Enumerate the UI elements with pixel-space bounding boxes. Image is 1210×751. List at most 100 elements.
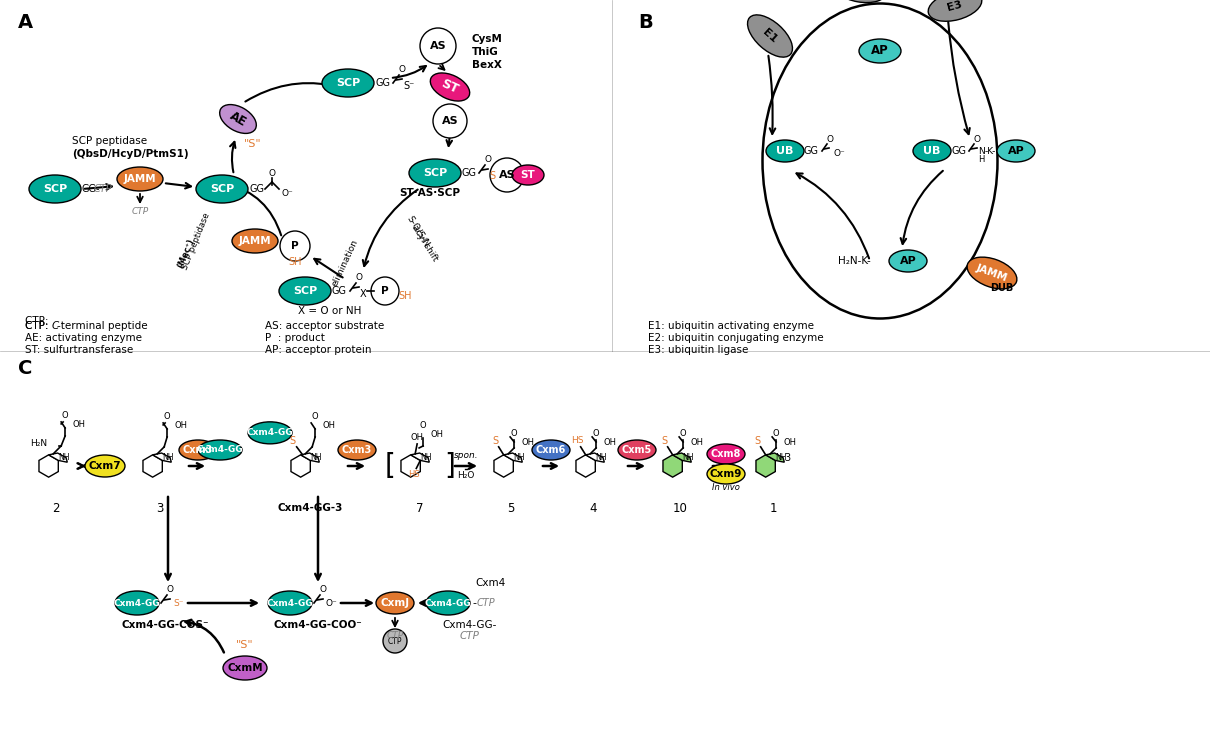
Text: GG: GG (951, 146, 966, 156)
Text: GG: GG (249, 184, 264, 194)
Text: S: S (755, 436, 761, 446)
Text: S-O/S-N: S-O/S-N (405, 214, 431, 249)
Text: ST: sulfurtransferase: ST: sulfurtransferase (25, 345, 133, 355)
Polygon shape (410, 453, 430, 462)
Text: acyl shift: acyl shift (410, 223, 439, 263)
Text: NH: NH (682, 453, 693, 462)
Text: Cxm4-GG: Cxm4-GG (425, 599, 472, 608)
Text: N: N (978, 147, 985, 156)
Text: O: O (826, 135, 834, 144)
Ellipse shape (338, 440, 376, 460)
Polygon shape (766, 453, 784, 462)
Text: Cxm4-GG-COS⁻: Cxm4-GG-COS⁻ (121, 620, 209, 630)
Text: SCP peptidase: SCP peptidase (73, 136, 148, 146)
Text: O: O (163, 412, 171, 421)
Polygon shape (152, 453, 172, 462)
Ellipse shape (889, 250, 927, 272)
Text: NH: NH (162, 453, 173, 462)
Text: spon.: spon. (454, 451, 478, 460)
Text: E2: ubiquitin conjugating enzyme: E2: ubiquitin conjugating enzyme (649, 333, 824, 343)
Text: AP: acceptor protein: AP: acceptor protein (265, 345, 371, 355)
Text: CxmJ: CxmJ (380, 598, 409, 608)
Ellipse shape (322, 69, 374, 97)
Polygon shape (673, 453, 691, 462)
Text: AE: AE (227, 109, 249, 129)
Text: NH: NH (595, 453, 606, 462)
Text: H: H (978, 155, 985, 164)
Ellipse shape (426, 591, 469, 615)
Text: 1: 1 (770, 502, 777, 514)
Text: S⁻: S⁻ (173, 599, 184, 608)
Polygon shape (143, 455, 162, 477)
Text: -: - (472, 598, 476, 608)
Text: SCP: SCP (336, 78, 361, 88)
Text: E3: E3 (946, 0, 963, 13)
Polygon shape (401, 455, 420, 477)
Text: E1: E1 (761, 27, 779, 45)
Text: H₂N-K-: H₂N-K- (839, 256, 871, 266)
Text: AS: AS (499, 170, 515, 180)
Text: C: C (18, 359, 33, 378)
Text: AS: AS (442, 116, 459, 126)
Polygon shape (576, 455, 595, 477)
Text: CTP: CTP (387, 637, 402, 646)
Text: GG: GG (462, 168, 477, 178)
Text: BexX: BexX (472, 60, 502, 70)
Text: GG: GG (803, 146, 819, 156)
Text: AE: activating enzyme: AE: activating enzyme (25, 333, 142, 343)
Circle shape (433, 104, 467, 138)
Text: S: S (489, 171, 495, 181)
Text: CTP:: CTP: (25, 321, 52, 331)
Text: O: O (511, 430, 518, 439)
Text: P: P (381, 286, 388, 296)
Ellipse shape (232, 229, 278, 253)
Text: OH: OH (430, 430, 443, 439)
Text: 4: 4 (589, 502, 597, 514)
Ellipse shape (29, 175, 81, 203)
Text: "S": "S" (244, 139, 261, 149)
Text: HS: HS (409, 470, 420, 479)
Text: A: A (18, 13, 33, 32)
Ellipse shape (223, 656, 267, 680)
Text: AP: AP (1008, 146, 1025, 156)
Text: O: O (62, 412, 69, 421)
Text: OH: OH (174, 421, 188, 430)
Ellipse shape (832, 0, 887, 2)
Ellipse shape (196, 175, 248, 203)
Text: CTP: CTP (460, 631, 480, 641)
Circle shape (280, 231, 310, 261)
Text: X: X (361, 289, 367, 299)
Text: CTP: CTP (94, 184, 113, 194)
Text: JAMM: JAMM (123, 174, 156, 184)
Ellipse shape (409, 159, 461, 187)
Text: UB: UB (777, 146, 794, 156)
Text: B: B (638, 13, 652, 32)
Text: OH: OH (690, 439, 703, 448)
Text: OH: OH (410, 433, 424, 442)
Text: Cxm8: Cxm8 (710, 449, 742, 459)
Ellipse shape (179, 440, 217, 460)
Text: Cxm3: Cxm3 (342, 445, 373, 455)
Text: GG: GG (332, 286, 347, 296)
Text: Cxm7: Cxm7 (88, 461, 121, 471)
Text: CxmM: CxmM (227, 663, 263, 673)
Text: ThiG: ThiG (472, 47, 499, 57)
Ellipse shape (967, 257, 1016, 289)
Polygon shape (503, 453, 523, 462)
Ellipse shape (914, 140, 951, 162)
Text: NH: NH (310, 453, 322, 462)
Text: O: O (398, 65, 405, 74)
Text: SCP: SCP (42, 184, 67, 194)
Text: NH: NH (513, 453, 524, 462)
Ellipse shape (512, 165, 544, 185)
Text: Cxm4-GG: Cxm4-GG (114, 599, 160, 608)
Text: OH: OH (522, 439, 534, 448)
Text: ST: ST (439, 77, 461, 97)
Text: SCP: SCP (209, 184, 234, 194)
Text: NH: NH (774, 453, 786, 462)
Text: X = O or NH: X = O or NH (299, 306, 362, 316)
Ellipse shape (707, 464, 745, 484)
Ellipse shape (248, 422, 292, 444)
Polygon shape (756, 455, 776, 477)
Text: Cxm4-GG: Cxm4-GG (266, 599, 313, 608)
